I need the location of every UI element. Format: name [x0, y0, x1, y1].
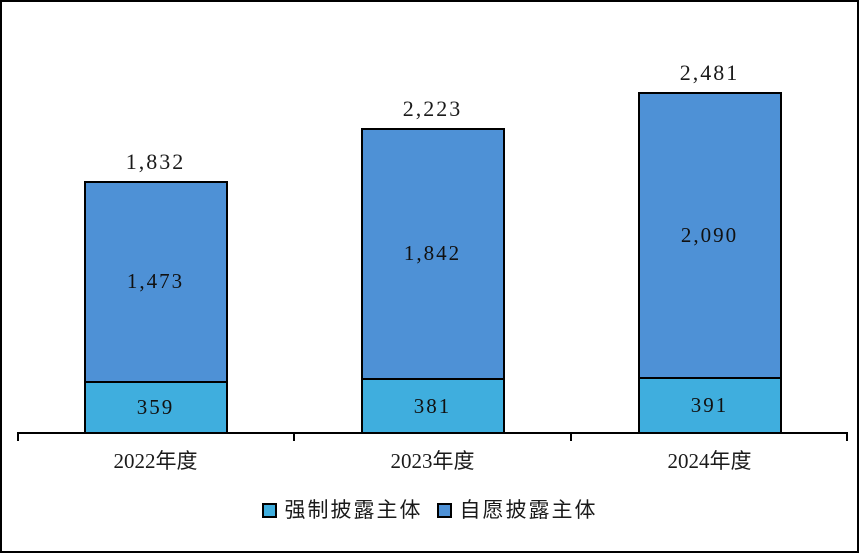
bar-segment-voluntary: 2,090 — [639, 94, 780, 379]
plot-area: 1,832 1,473 359 2,223 1,842 381 — [17, 2, 848, 441]
bar-segment-mandatory: 391 — [639, 378, 780, 432]
stacked-bar-2023: 1,842 381 — [360, 127, 505, 432]
bar-group-2024: 2,481 2,090 391 — [571, 2, 848, 432]
x-axis-tick — [292, 432, 295, 441]
segment-value-label: 1,842 — [403, 241, 462, 266]
bar-segment-voluntary: 1,842 — [362, 129, 503, 381]
x-axis-labels: 2022年度 2023年度 2024年度 — [17, 449, 848, 474]
x-axis-label-2023: 2023年度 — [390, 449, 475, 473]
legend-item-voluntary: 自愿披露主体 — [436, 498, 598, 522]
x-axis-tick — [17, 432, 19, 441]
legend-swatch-mandatory-icon — [261, 503, 277, 518]
bar-total-label: 1,832 — [125, 148, 186, 174]
stacked-bar-2024: 2,090 391 — [637, 92, 782, 432]
legend-label-voluntary: 自愿披露主体 — [459, 498, 598, 522]
bar-segment-mandatory: 381 — [362, 380, 503, 432]
x-axis-label-2024: 2024年度 — [667, 449, 752, 473]
legend-item-mandatory: 强制披露主体 — [261, 498, 423, 522]
bar-segment-voluntary: 1,473 — [85, 182, 226, 384]
bar-total-label: 2,223 — [402, 95, 463, 121]
segment-value-label: 2,090 — [680, 223, 739, 248]
chart-legend: 强制披露主体 自愿披露主体 — [2, 500, 857, 521]
segment-value-label: 359 — [136, 395, 175, 420]
x-axis-tick — [570, 432, 572, 441]
x-axis-label-2022: 2022年度 — [113, 449, 198, 473]
bar-segment-mandatory: 359 — [85, 383, 226, 432]
legend-swatch-voluntary-icon — [436, 503, 452, 518]
segment-value-label: 391 — [690, 392, 729, 417]
bar-group-2023: 2,223 1,842 381 — [294, 2, 571, 432]
bar-group-2022: 1,832 1,473 359 — [17, 2, 294, 432]
segment-value-label: 381 — [413, 393, 452, 418]
segment-value-label: 1,473 — [126, 269, 185, 294]
legend-label-mandatory: 强制披露主体 — [284, 498, 423, 522]
bar-total-label: 2,481 — [679, 60, 740, 86]
stacked-bar-2022: 1,473 359 — [83, 180, 228, 432]
x-axis-tick — [846, 432, 848, 441]
